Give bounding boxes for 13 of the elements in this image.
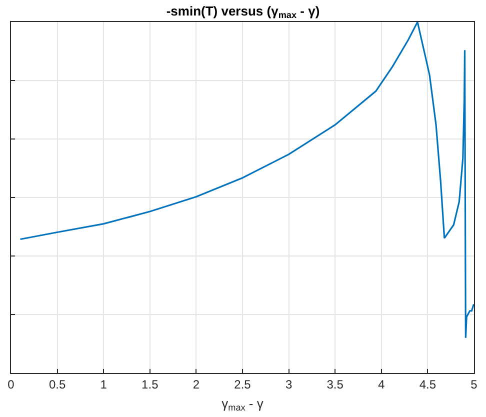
x-tick-label: 5 (470, 377, 478, 392)
x-tick-label: 1 (100, 377, 108, 392)
x-axis-title: γ$_{max}$ - γ (222, 396, 264, 413)
x-tick-label: 1.5 (142, 377, 159, 392)
x-tick-label: 2 (192, 377, 200, 392)
x-tick-label: 4.5 (419, 377, 436, 392)
x-tick-label: 4 (378, 377, 386, 392)
x-tick-label: 0 (8, 377, 15, 392)
chart-title: -smin(T) versus (γ$_{max}$ - γ) (166, 3, 320, 20)
x-tick-label: 0.5 (48, 377, 66, 392)
x-tick-label: 3.5 (326, 377, 344, 392)
x-tick-label: 2.5 (234, 377, 252, 392)
x-tick-label: 3 (285, 377, 292, 392)
